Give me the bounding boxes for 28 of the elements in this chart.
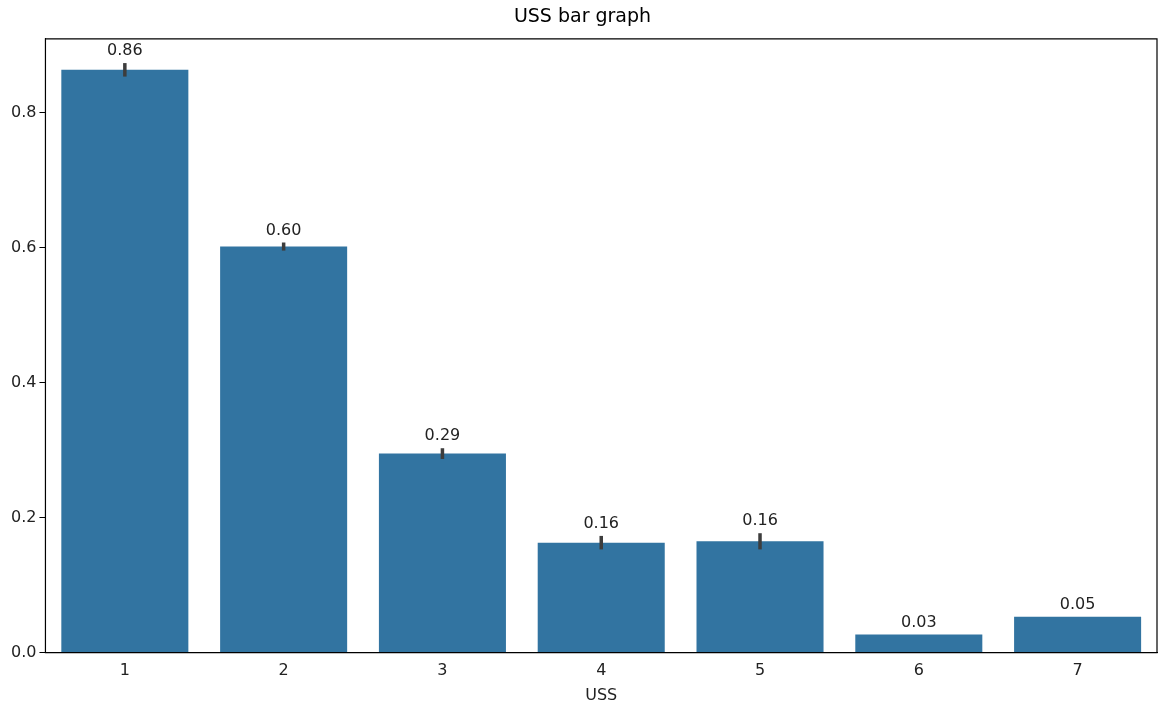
x-tick-label: 2 bbox=[278, 660, 289, 680]
x-tick-label: 5 bbox=[754, 660, 766, 680]
data-label: 0.60 bbox=[265, 219, 302, 239]
data-label: 0.86 bbox=[107, 40, 143, 60]
x-tick-label: 7 bbox=[1072, 660, 1083, 680]
bar bbox=[696, 541, 824, 653]
bar bbox=[537, 542, 665, 653]
x-tick-label: 6 bbox=[913, 660, 924, 680]
y-tick-label: 0.2 bbox=[10, 506, 37, 526]
data-label: 0.03 bbox=[901, 611, 937, 631]
data-label: 0.16 bbox=[583, 513, 620, 533]
bar bbox=[61, 69, 189, 653]
y-tick-label: 0.6 bbox=[10, 237, 37, 257]
y-tick-label: 0.0 bbox=[10, 641, 37, 661]
data-label: 0.16 bbox=[742, 510, 778, 530]
data-label: 0.29 bbox=[424, 425, 461, 445]
x-tick-label: 1 bbox=[119, 660, 130, 680]
x-tick-label: 3 bbox=[437, 660, 448, 680]
x-axis-title: USS bbox=[585, 684, 618, 704]
bar bbox=[855, 634, 983, 653]
x-tick-label: 4 bbox=[596, 660, 607, 680]
bar bbox=[1014, 616, 1142, 653]
data-label: 0.05 bbox=[1059, 594, 1096, 614]
chart-title: USS bar graph bbox=[513, 4, 652, 27]
y-tick-label: 0.8 bbox=[10, 102, 37, 122]
y-tick-label: 0.4 bbox=[10, 371, 37, 391]
bar bbox=[378, 453, 506, 653]
bar bbox=[220, 246, 348, 653]
